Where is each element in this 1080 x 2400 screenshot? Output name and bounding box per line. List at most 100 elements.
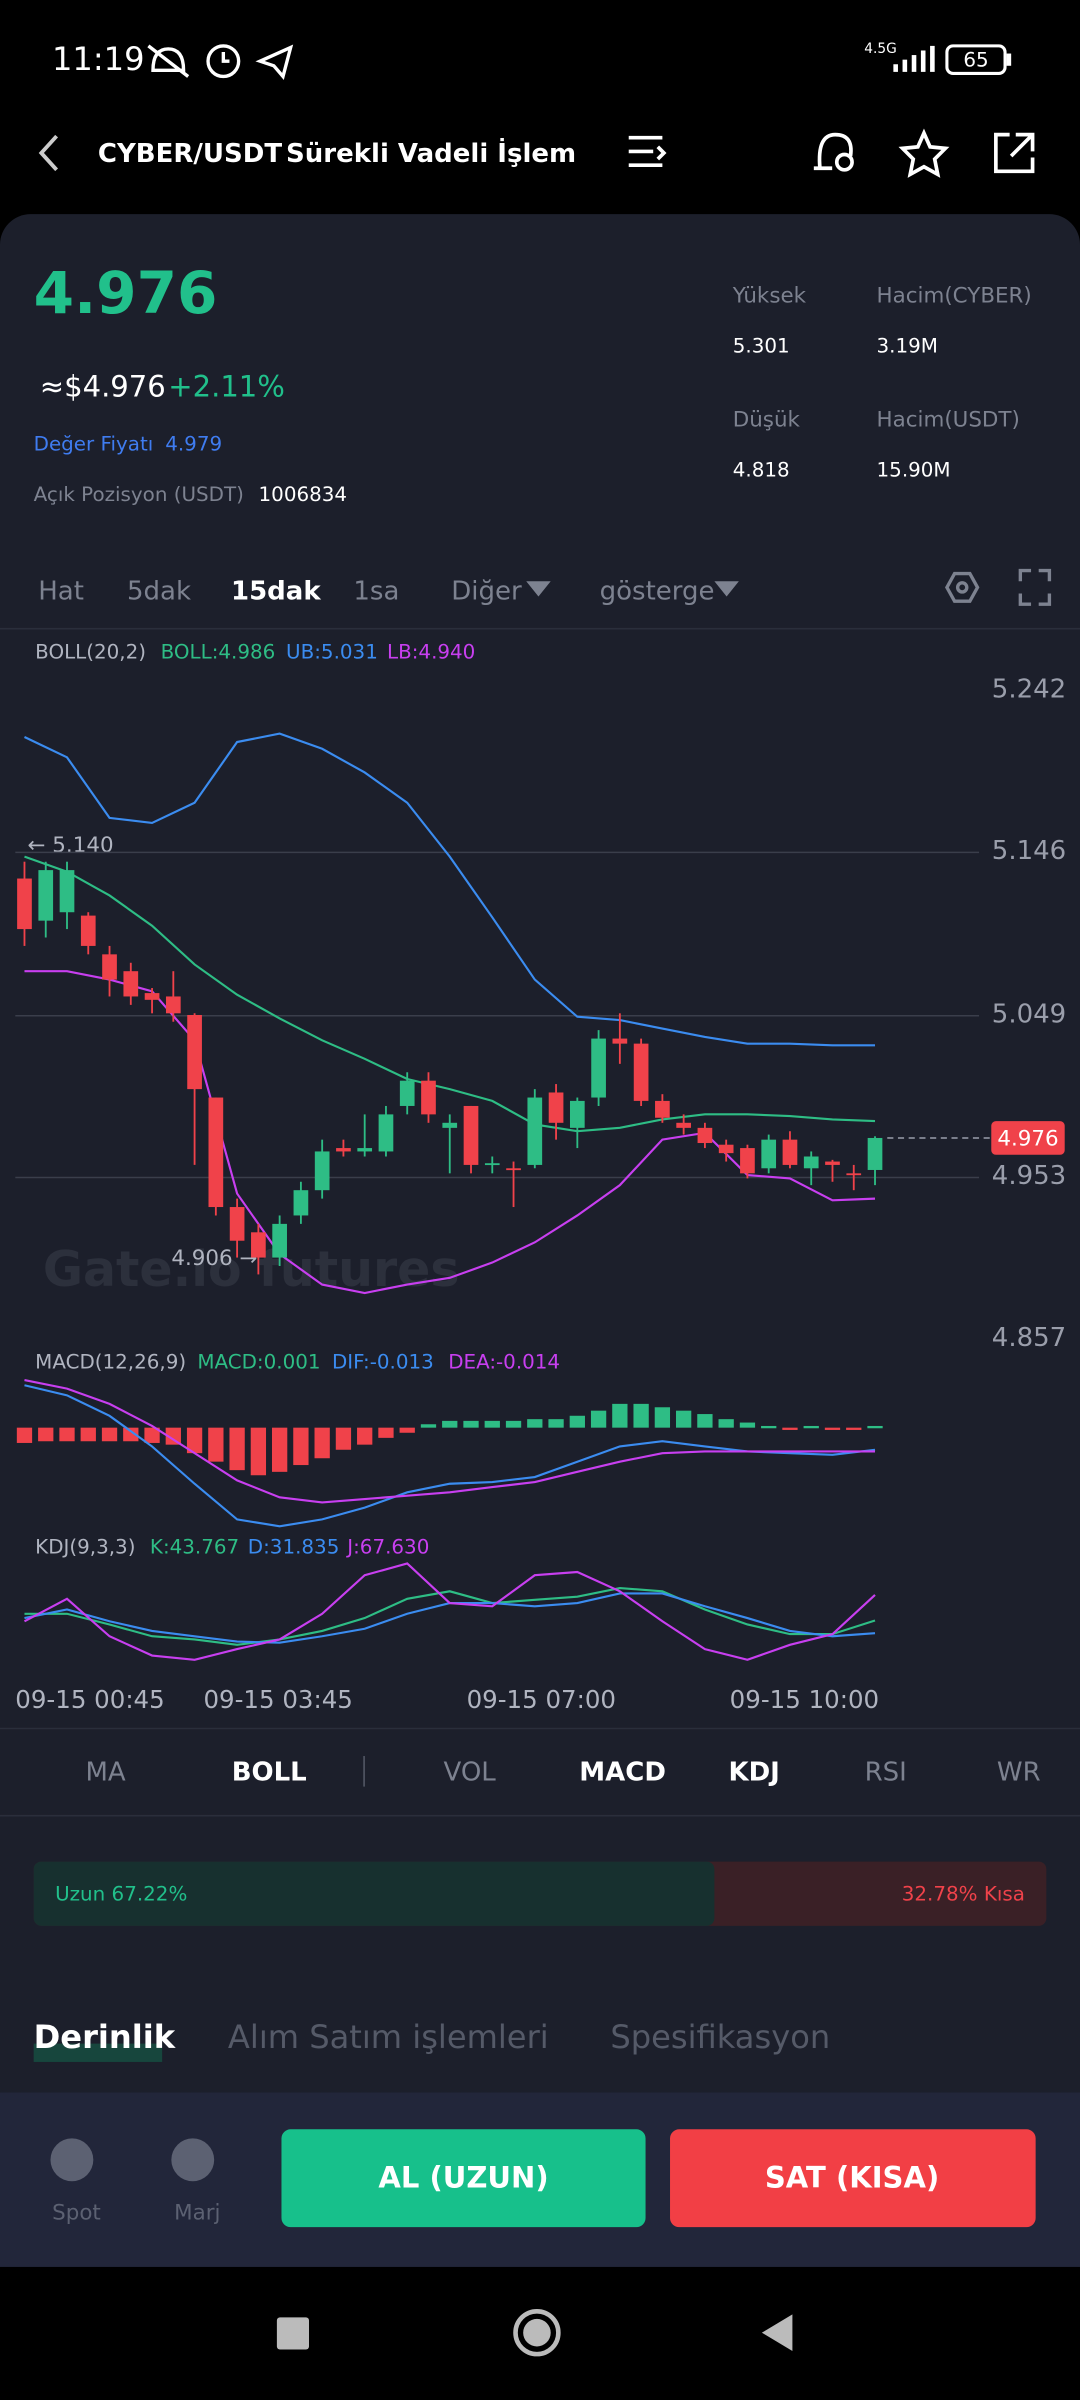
bottom-tab[interactable]: Spesifikasyon: [610, 2018, 830, 2056]
j-value: J:67.630: [345, 1535, 429, 1558]
long-ratio-label: Uzun 67.22%: [55, 1883, 187, 1906]
candle-body: [378, 1114, 394, 1152]
pair-title: CYBER/USDT: [98, 139, 282, 169]
candle-body: [846, 1173, 862, 1176]
macd-bar: [569, 1415, 585, 1428]
y-tick-label: 5.242: [992, 674, 1066, 704]
x-tick-label: 09-15 03:45: [203, 1685, 352, 1714]
dea-value: DEA:-0.014: [448, 1350, 560, 1373]
long-ratio-bar: [33, 1861, 715, 1926]
high-marker: ← 5.140: [28, 833, 114, 858]
macd-bar: [357, 1427, 373, 1445]
macd-bar: [123, 1427, 139, 1442]
macd-bar: [463, 1420, 479, 1428]
y-tick-label: 4.953: [992, 1161, 1066, 1191]
candle-body: [612, 1038, 628, 1044]
macd-bar: [761, 1425, 777, 1429]
macd-bar: [16, 1427, 33, 1443]
macd-bar: [144, 1427, 160, 1443]
nav-home-dot: [523, 2318, 551, 2347]
x-tick-label: 09-15 00:45: [15, 1685, 164, 1714]
macd-bar: [208, 1427, 224, 1462]
macd-bar: [101, 1427, 118, 1442]
last-price: 4.976: [34, 259, 218, 327]
bottom-tab-active[interactable]: Derinlik: [34, 2018, 176, 2056]
spot-icon[interactable]: [50, 2138, 94, 2182]
candle-body: [803, 1156, 819, 1169]
margin-icon[interactable]: [171, 2138, 215, 2182]
sell-label[interactable]: SAT (KISA): [765, 2161, 939, 2195]
indicator-tab-active[interactable]: BOLL: [232, 1757, 307, 1787]
status-network: 4.5G: [864, 41, 897, 57]
candle-body: [293, 1190, 309, 1216]
signal: [893, 45, 935, 72]
candle-body: [80, 915, 96, 946]
bottom-tab[interactable]: Alım Satım işlemleri: [228, 2018, 549, 2056]
interval-tab[interactable]: Hat: [38, 576, 84, 606]
sell-button[interactable]: [670, 2129, 1036, 2228]
stat-label: Hacim(CYBER): [877, 284, 1032, 309]
macd-bar: [824, 1427, 841, 1430]
candle-body: [761, 1139, 777, 1169]
indicator-tab[interactable]: WR: [997, 1757, 1041, 1787]
macd-bar: [229, 1427, 245, 1471]
macd-bar: [165, 1427, 181, 1445]
boll-mb: BOLL:4.986: [161, 641, 276, 664]
macd-bar: [590, 1410, 607, 1428]
indicator-tab[interactable]: MA: [85, 1757, 125, 1787]
oi-value: 1006834: [259, 483, 348, 506]
price-change: +2.11%: [168, 370, 285, 404]
back-button[interactable]: [38, 134, 59, 172]
product-title: Sürekli Vadeli İşlem: [286, 137, 576, 169]
candle-body: [825, 1161, 840, 1165]
indicator-tab-active[interactable]: MACD: [579, 1757, 666, 1787]
y-tick-label: 5.049: [992, 999, 1066, 1029]
buy-label[interactable]: AL (UZUN): [378, 2161, 548, 2195]
mark-label: Değer Fiyatı: [34, 433, 154, 456]
interval-tab[interactable]: Diğer: [451, 576, 522, 606]
low-marker: 4.906 →: [171, 1246, 257, 1271]
macd-bar: [442, 1420, 458, 1428]
header-icons[interactable]: [628, 128, 1035, 178]
buy-button[interactable]: [281, 2129, 646, 2228]
interval-tab[interactable]: 5dak: [127, 576, 191, 606]
indicator-tab-active[interactable]: KDJ: [728, 1757, 779, 1787]
nav-back[interactable]: [761, 2314, 793, 2352]
indicator-tab[interactable]: VOL: [443, 1757, 496, 1787]
candle-body: [399, 1080, 415, 1106]
indicator-tab[interactable]: RSI: [865, 1757, 907, 1787]
stat-value: 5.301: [733, 335, 790, 358]
macd-bar: [80, 1427, 96, 1442]
chart-tools[interactable]: [944, 568, 1052, 606]
candle-body: [591, 1038, 606, 1098]
macd-bar: [484, 1420, 500, 1428]
macd-bar: [186, 1427, 203, 1454]
macd-bar: [59, 1427, 75, 1442]
battery-tip: [1006, 53, 1012, 66]
nav-home[interactable]: [513, 2308, 561, 2357]
macd-label: MACD(12,26,9): [35, 1350, 186, 1373]
j-line: [23, 1562, 876, 1661]
macd-bar: [505, 1420, 522, 1428]
macd-bar: [846, 1427, 862, 1430]
battery-level: 65: [963, 49, 988, 72]
spot-label[interactable]: Spot: [52, 2200, 101, 2225]
candle-body: [187, 1014, 202, 1090]
chart-area: 5.242 5.146 5.049 4.953 4.857 4.976 09-15 00:4…: [15, 674, 1066, 1714]
nav-recents[interactable]: [276, 2317, 310, 2350]
candle-body: [421, 1080, 436, 1115]
macd-bar: [867, 1425, 883, 1429]
dif-line: [24, 1384, 876, 1528]
interval-tab-active[interactable]: 15dak: [231, 576, 321, 606]
active-tab-highlight: [33, 2043, 163, 2062]
interval-tab[interactable]: 1sa: [353, 576, 399, 606]
dropdown-arrow: [714, 581, 739, 597]
macd-bar: [527, 1419, 543, 1428]
stat-label: Yüksek: [732, 284, 807, 309]
macd-bar: [335, 1427, 352, 1450]
margin-label[interactable]: Marj: [174, 2200, 220, 2225]
macd-bar: [420, 1424, 437, 1428]
indicator-tab[interactable]: gösterge: [600, 576, 715, 606]
x-tick-label: 09-15 10:00: [730, 1685, 879, 1714]
candle-body: [314, 1151, 330, 1191]
